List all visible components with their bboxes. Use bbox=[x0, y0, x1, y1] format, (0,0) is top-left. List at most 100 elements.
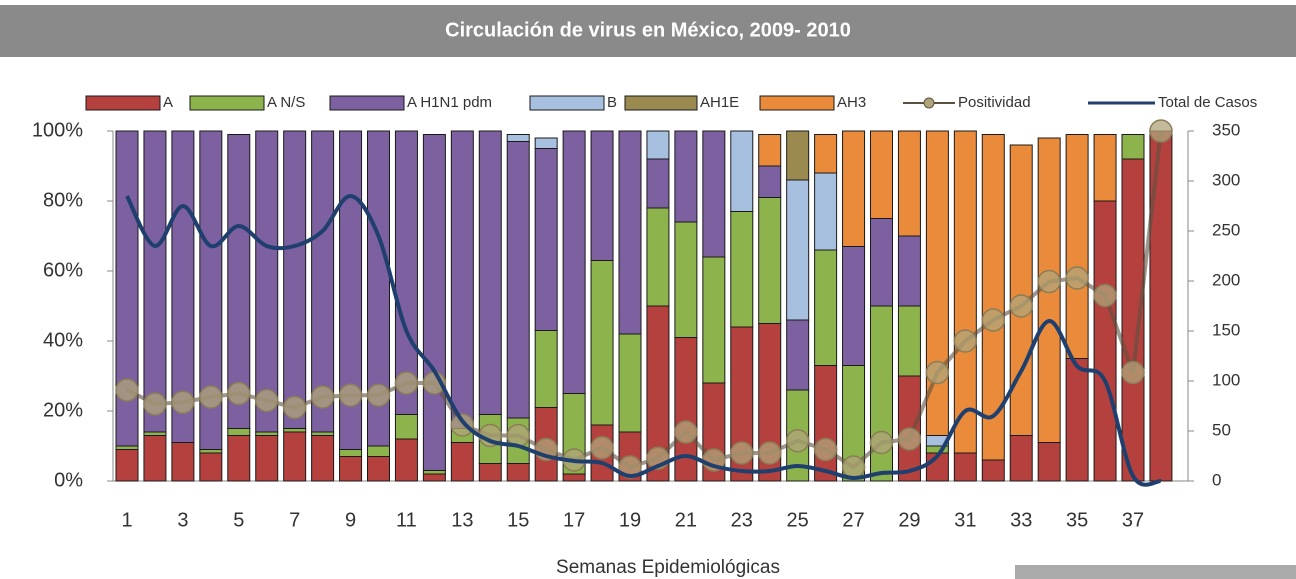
marker bbox=[282, 395, 307, 420]
marker bbox=[1065, 266, 1089, 290]
x-tick-label: 21 bbox=[675, 509, 697, 531]
x-tick-label: 5 bbox=[233, 509, 244, 531]
marker bbox=[143, 392, 167, 416]
x-tick-label: 3 bbox=[177, 509, 188, 531]
bar-segment bbox=[311, 435, 335, 482]
bar-segment bbox=[450, 442, 474, 482]
marker bbox=[366, 383, 391, 407]
marker bbox=[254, 388, 279, 413]
bar-segment bbox=[1065, 134, 1089, 359]
bar-segment bbox=[283, 428, 307, 433]
marker bbox=[1009, 294, 1033, 318]
bar-segment bbox=[255, 130, 279, 433]
marker bbox=[953, 329, 978, 353]
y2-tick-label: 250 bbox=[1212, 220, 1240, 239]
x-tick-label: 19 bbox=[619, 509, 641, 531]
bar-segment bbox=[115, 449, 139, 482]
bar-segment bbox=[618, 130, 642, 335]
bar-segment bbox=[870, 130, 893, 219]
legend-swatch bbox=[329, 95, 405, 111]
bar-segment bbox=[897, 130, 921, 237]
bar-segment bbox=[590, 260, 614, 426]
legend-swatch bbox=[85, 95, 161, 111]
bar-segment bbox=[422, 470, 446, 475]
x-tick-label: 9 bbox=[345, 509, 356, 531]
y-tick-label: 80% bbox=[43, 189, 83, 211]
bar-segment bbox=[1009, 144, 1033, 436]
bar-segment bbox=[506, 463, 530, 482]
x-tick-label: 17 bbox=[563, 509, 585, 531]
legend-swatch bbox=[529, 95, 605, 111]
legend-swatch bbox=[624, 95, 698, 111]
bar-segment bbox=[534, 137, 558, 149]
y2-tick-label: 300 bbox=[1212, 170, 1240, 189]
bar-segment bbox=[199, 452, 223, 482]
bar-segment bbox=[311, 431, 335, 436]
bar-segment bbox=[702, 130, 726, 258]
bar-segment bbox=[422, 134, 446, 471]
legend-label: A N/S bbox=[267, 94, 305, 111]
bar-segment bbox=[618, 333, 642, 433]
chart-title: Circulación de virus en México, 2009- 20… bbox=[445, 19, 851, 41]
bar-segment bbox=[394, 414, 418, 440]
bar-segment bbox=[897, 235, 921, 307]
bar-segment bbox=[646, 207, 670, 307]
bar-segment bbox=[730, 211, 754, 328]
bar-segment bbox=[646, 130, 670, 160]
y-tick-label: 40% bbox=[43, 329, 83, 351]
marker bbox=[869, 430, 894, 455]
legend-label: B bbox=[607, 94, 617, 111]
bar-segment bbox=[953, 130, 977, 454]
bar-segment bbox=[367, 130, 390, 447]
bar-segment bbox=[339, 449, 363, 457]
bar-segment bbox=[562, 473, 586, 482]
x-tick-label: 25 bbox=[787, 509, 809, 531]
y-tick-label: 100% bbox=[32, 119, 83, 141]
bar-segment bbox=[367, 445, 390, 457]
x-tick-label: 13 bbox=[451, 509, 473, 531]
x-tick-label: 7 bbox=[289, 509, 300, 531]
y2-tick-label: 200 bbox=[1212, 270, 1240, 289]
title-bar bbox=[0, 5, 1296, 57]
bar-segment bbox=[227, 134, 251, 429]
marker bbox=[310, 385, 335, 409]
x-tick-label: 37 bbox=[1122, 509, 1144, 531]
bar-segment bbox=[143, 431, 167, 436]
bar-segment bbox=[814, 134, 838, 174]
bar-segment bbox=[758, 134, 782, 167]
bar-segment bbox=[171, 442, 195, 482]
bar-segment bbox=[339, 130, 363, 450]
marker bbox=[338, 383, 363, 407]
y2-tick-label: 350 bbox=[1212, 120, 1240, 139]
bar-segment bbox=[283, 431, 307, 482]
bar-segment bbox=[143, 130, 167, 433]
x-tick-label: 33 bbox=[1010, 509, 1032, 531]
marker bbox=[813, 437, 838, 462]
marker bbox=[730, 441, 754, 465]
bar-segment bbox=[786, 319, 810, 391]
bar-segment bbox=[786, 130, 810, 181]
bar-segment bbox=[422, 473, 446, 482]
legend-swatch bbox=[759, 95, 835, 111]
legend-swatch bbox=[189, 95, 265, 111]
bar-segment bbox=[842, 246, 866, 366]
marker bbox=[925, 360, 950, 385]
bar-segment bbox=[981, 134, 1005, 461]
legend-marker bbox=[923, 97, 935, 109]
x-tick-label: 15 bbox=[507, 509, 529, 531]
marker bbox=[171, 390, 195, 414]
marker bbox=[1121, 360, 1145, 385]
bar-segment bbox=[674, 221, 698, 338]
bar-segment bbox=[450, 130, 474, 429]
bar-segment bbox=[534, 330, 558, 408]
legend-label: A bbox=[163, 94, 173, 111]
bar-segment bbox=[199, 449, 223, 454]
marker bbox=[227, 381, 251, 406]
marker bbox=[450, 413, 475, 437]
bar-segment bbox=[1093, 134, 1117, 202]
x-tick-label: 1 bbox=[121, 509, 132, 531]
x-tick-label: 23 bbox=[731, 509, 753, 531]
bar-segment bbox=[981, 459, 1005, 482]
bar-segment bbox=[870, 218, 893, 307]
